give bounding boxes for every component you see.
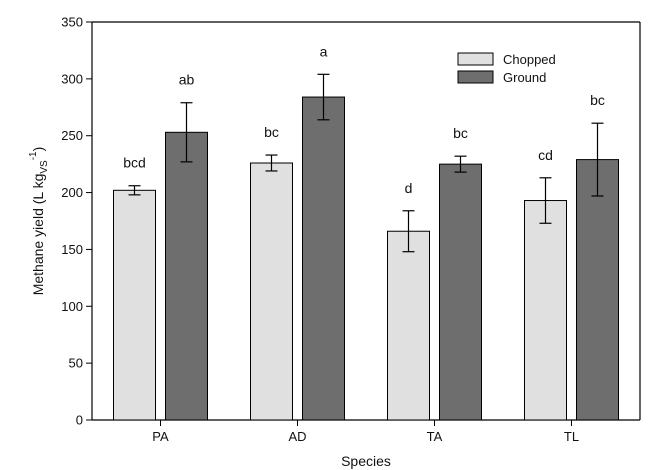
y-axis-title-end: ) — [30, 147, 46, 152]
bar-chopped — [113, 189, 156, 421]
x-axis-title: Species — [341, 453, 391, 469]
x-axis-ticks: PA AD TA TL — [152, 420, 579, 444]
bar-chopped — [250, 162, 293, 421]
significance-letter-ground: a — [320, 43, 328, 59]
x-tick-label: TL — [564, 429, 579, 444]
bar-ground — [165, 131, 208, 421]
significance-letter-ground: bc — [590, 92, 605, 108]
y-tick-label: 50 — [69, 356, 83, 371]
significance-letter-chopped: d — [405, 180, 413, 196]
y-tick-label: 100 — [61, 299, 83, 314]
y-tick-label: 300 — [61, 71, 83, 86]
bar-ground — [439, 163, 482, 421]
x-tick-label: AD — [288, 429, 306, 444]
x-tick-label: PA — [152, 429, 169, 444]
legend-label-ground: Ground — [503, 70, 546, 85]
legend: Chopped Ground — [457, 52, 556, 85]
x-tick-label: TA — [427, 429, 443, 444]
bar-chopped — [524, 200, 567, 421]
y-axis-title-superscript: -1 — [28, 151, 39, 160]
y-tick-label: 200 — [61, 185, 83, 200]
y-tick-label: 250 — [61, 128, 83, 143]
y-tick-label: 150 — [61, 242, 83, 257]
legend-swatch-ground — [457, 70, 494, 84]
significance-letters: bcd ab bc a d bc cd bc — [123, 43, 605, 195]
significance-letter-ground: ab — [179, 72, 195, 88]
y-tick-label: 350 — [61, 15, 83, 30]
y-axis-title-main: Methane yield (L kg — [30, 174, 46, 296]
legend-label-chopped: Chopped — [503, 52, 556, 67]
bar-ground — [576, 159, 619, 421]
significance-letter-chopped: bcd — [123, 155, 146, 171]
bar-series — [113, 96, 619, 421]
bar-chopped — [387, 230, 430, 421]
legend-swatch-chopped — [457, 52, 494, 66]
y-axis-title-subscript: VS — [39, 160, 50, 174]
error-bars — [128, 73, 604, 253]
bar-ground — [302, 96, 345, 421]
significance-letter-ground: bc — [453, 125, 468, 141]
significance-letter-chopped: cd — [538, 147, 553, 163]
significance-letter-chopped: bc — [264, 124, 279, 140]
y-axis-title: Methane yield (L kgVS-1) — [28, 147, 50, 296]
y-tick-label: 0 — [76, 413, 83, 428]
y-axis-ticks: 0 50 100 150 200 250 300 350 — [61, 15, 92, 428]
